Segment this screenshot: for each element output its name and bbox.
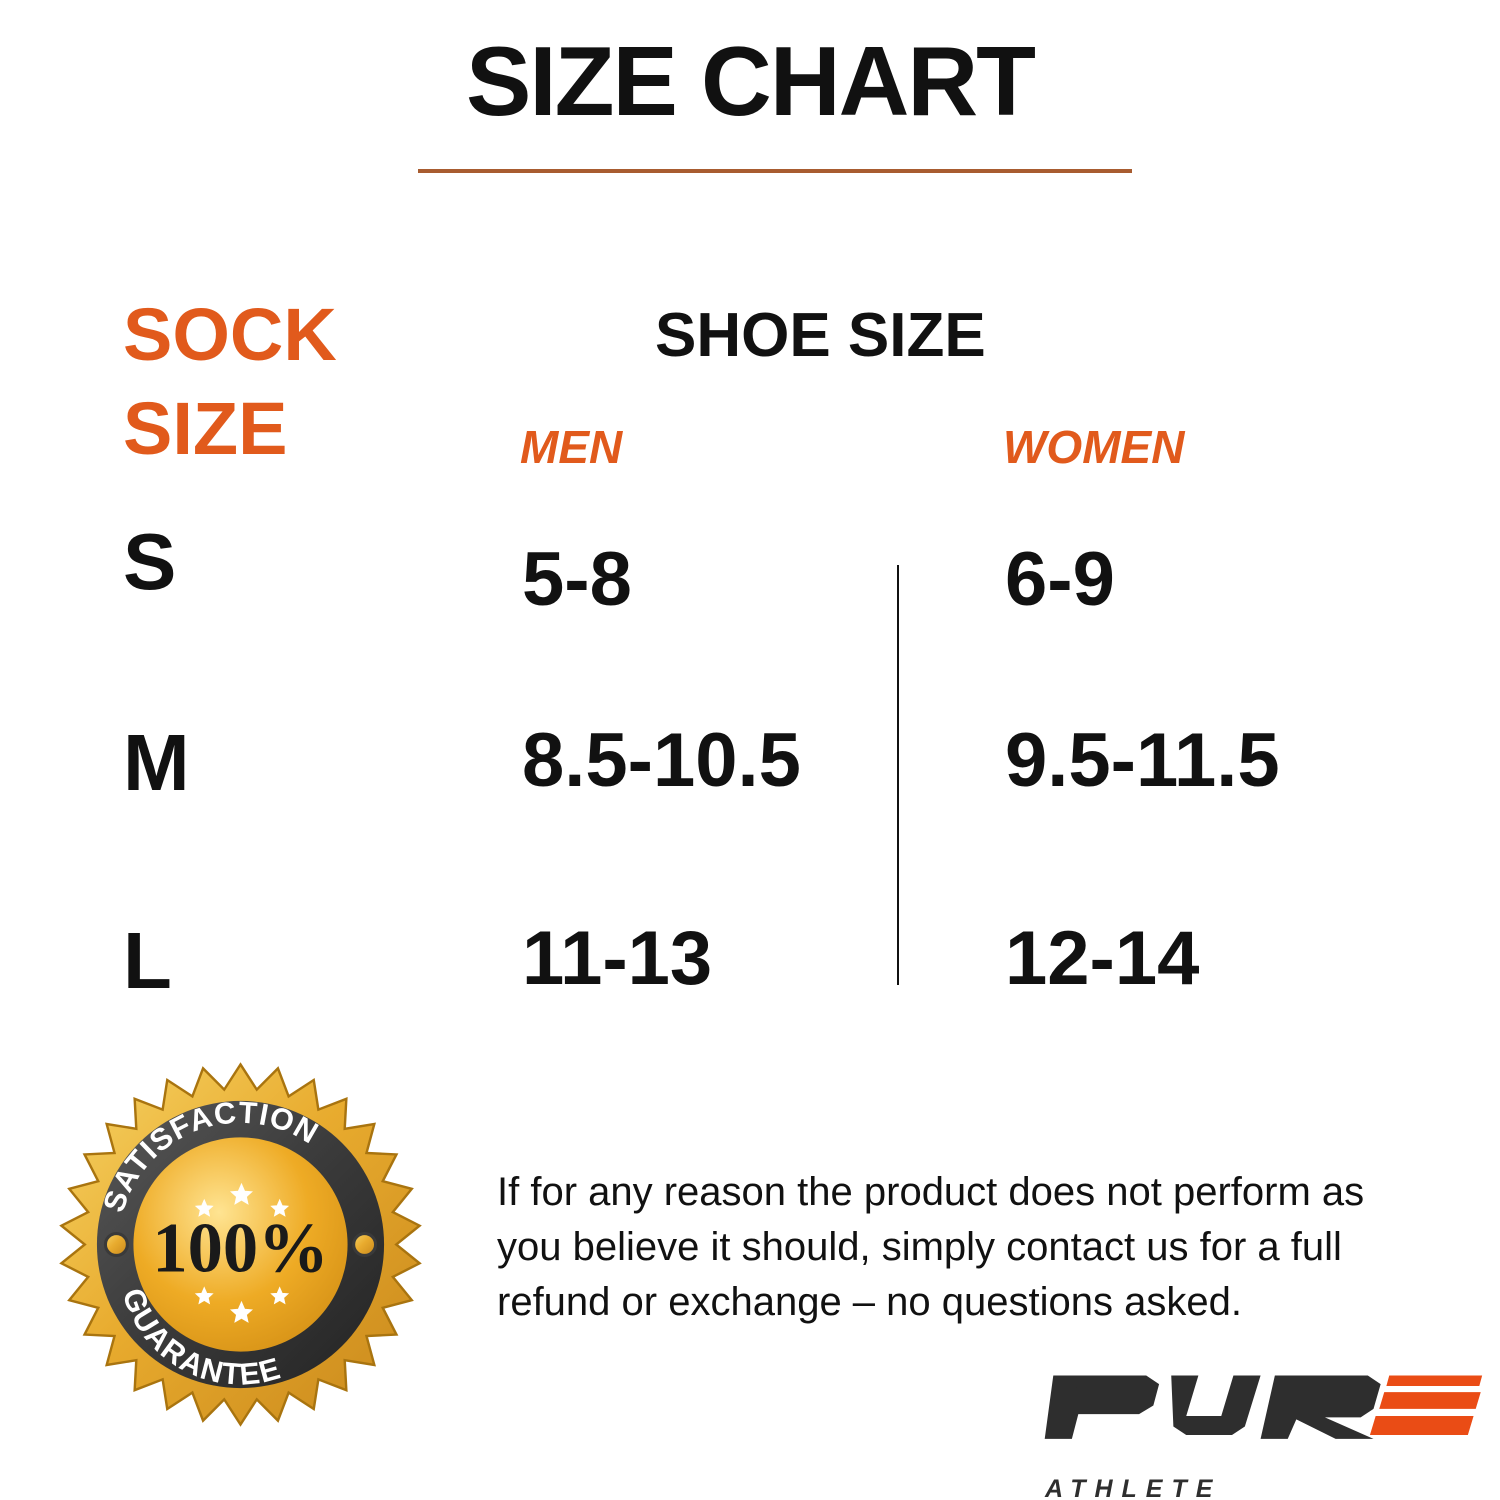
svg-text:100%: 100% bbox=[152, 1209, 328, 1287]
